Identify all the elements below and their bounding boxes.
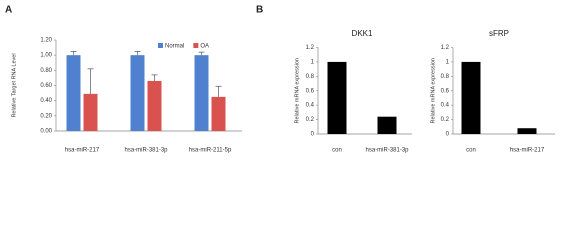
y-axis-label: Relative mRNA expression (430, 58, 436, 123)
y-tick-label: 1.00 (40, 53, 52, 59)
y-tick-label: 0.40 (40, 98, 52, 104)
error-bar (215, 85, 222, 97)
y-tick-label: 1.2 (441, 45, 450, 51)
bar (461, 61, 481, 134)
x-tick-label: hsa-miR-217 (65, 148, 100, 154)
error-bar (151, 74, 158, 81)
y-axis-label: Relative Target RNA Level (11, 53, 17, 117)
y-tick-label: 0.80 (40, 68, 52, 74)
y-tick-label: 1.20 (40, 38, 52, 44)
y-tick-label: 0.4 (306, 103, 315, 109)
bar (147, 80, 162, 131)
y-tick-label: 0.60 (40, 83, 52, 89)
x-tick-label: con (332, 148, 342, 154)
y-tick-label: 0.8 (306, 74, 315, 80)
panel-label: A (5, 5, 12, 16)
y-tick-label: 1 (446, 59, 450, 65)
bar (66, 55, 81, 131)
y-tick-label: 0.8 (441, 74, 450, 80)
x-tick-label: hsa-miR-211-5p (189, 148, 232, 154)
y-axis-label: Relative mRNA expression (294, 58, 300, 123)
bar (83, 93, 98, 131)
y-tick-label: 0.2 (306, 117, 315, 123)
error-bar (70, 51, 77, 56)
y-tick-label: 0.4 (441, 103, 450, 109)
bar (130, 55, 145, 131)
bar (327, 61, 347, 134)
y-tick-label: 0.6 (306, 88, 315, 94)
y-tick-label: 0.00 (40, 129, 52, 135)
panel-label: B (256, 5, 263, 16)
y-tick-label: 0.20 (40, 113, 52, 119)
chart-title: DKK1 (352, 29, 373, 38)
chart-title: sFRP (489, 29, 509, 38)
error-bar (87, 68, 94, 94)
bar (377, 116, 397, 134)
x-tick-label: con (466, 148, 476, 154)
legend-label: OA (200, 44, 209, 50)
bar (211, 96, 226, 131)
error-bar (134, 51, 141, 56)
bar (517, 128, 537, 134)
error-bar (198, 51, 205, 56)
y-tick-label: 1 (311, 59, 315, 65)
legend-swatch (193, 43, 199, 48)
y-tick-label: 0 (446, 132, 450, 138)
y-tick-label: 0.6 (441, 88, 450, 94)
legend-label: Normal (165, 44, 184, 50)
y-tick-label: 0.2 (441, 117, 450, 123)
x-tick-label: hsa-miR-217 (510, 148, 545, 154)
y-tick-label: 0 (311, 132, 315, 138)
bar (194, 55, 209, 131)
y-tick-label: 1.2 (306, 45, 315, 51)
legend-swatch (158, 43, 163, 48)
x-tick-label: hsa-miR-381-3p (124, 148, 168, 154)
x-tick-label: hsa-miR-381-3p (365, 148, 409, 154)
